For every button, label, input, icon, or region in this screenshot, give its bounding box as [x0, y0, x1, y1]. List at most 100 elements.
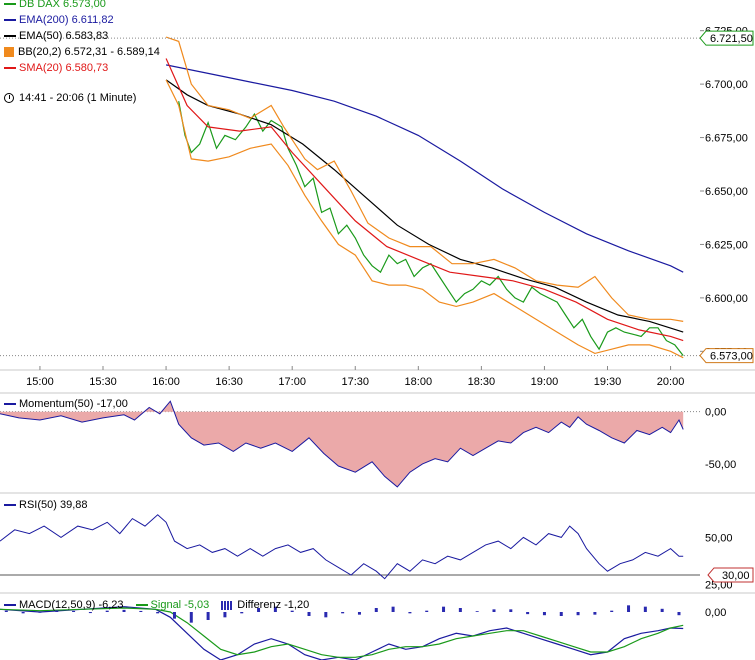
rsi-level-tag [707, 567, 754, 583]
series-bb-upper [165, 36, 684, 322]
x-tick-label: 19:00 [531, 376, 559, 388]
legend-period: 14:41 - 20:06 (1 Minute) [4, 90, 160, 106]
macd-diff-bar [475, 611, 479, 612]
macd-legend-item: MACD(12,50,9) -6,23 [4, 599, 124, 611]
macd-diff-bar [542, 612, 546, 616]
macd-diff-bar [357, 612, 361, 615]
macd-diff-bar [576, 612, 580, 616]
macd-diff-bar [55, 610, 59, 612]
diff-legend-item: Differenz -1,20 [221, 599, 309, 611]
macd-diff-bar [660, 608, 664, 612]
y-tick-label: 6.675,00 [705, 133, 748, 145]
macd-diff-bar [72, 610, 76, 612]
momentum-swatch [4, 403, 16, 405]
legend-ema200-swatch [4, 19, 16, 21]
signal-label: Signal -5,03 [150, 599, 210, 611]
momentum-area [0, 401, 684, 487]
macd-diff-bar [677, 612, 681, 616]
y-tick-label: -50,00 [705, 459, 736, 471]
macd-legend: MACD(12,50,9) -6,23 Signal -5,03 Differe… [4, 599, 321, 611]
legend-bb-swatch [4, 47, 14, 57]
bar-chart-icon [221, 600, 234, 610]
macd-diff-bar [105, 610, 109, 612]
legend-ema50-label: EMA(50) 6.583,83 [19, 30, 109, 42]
macd-diff-bar [139, 610, 143, 612]
legend-period-label: 14:41 - 20:06 (1 Minute) [19, 92, 137, 104]
macd-diff-bar [223, 612, 227, 618]
x-tick-label: 16:00 [152, 376, 180, 388]
momentum-line [0, 400, 684, 488]
y-tick-label: 50,00 [705, 532, 733, 544]
macd-diff-bar [643, 606, 647, 612]
macd-diff-bar [324, 612, 328, 618]
macd-diff-bar [458, 608, 462, 612]
x-tick-label: 17:30 [341, 376, 369, 388]
macd-diff-bar [88, 612, 92, 614]
legend-sma20: SMA(20) 6.580,73 [4, 60, 160, 76]
legend-ema50: EMA(50) 6.583,83 [4, 28, 160, 44]
rsi-label: RSI(50) 39,88 [19, 499, 88, 511]
series-bb-lower [165, 79, 684, 359]
rsi-line [0, 514, 684, 580]
macd-diff-bar [425, 610, 429, 612]
y-tick-label: 0,00 [705, 407, 726, 419]
macd-diff-bar [526, 612, 530, 615]
y-tick-label: 6.625,00 [705, 239, 748, 251]
macd-diff-bar [627, 605, 631, 612]
macd-diff-bar [610, 610, 614, 612]
macd-swatch [4, 604, 16, 606]
macd-diff-bar [21, 612, 25, 614]
price-marker-tag [699, 348, 754, 364]
clock-icon [4, 93, 14, 103]
signal-legend-item: Signal -5,03 [135, 599, 210, 611]
macd-diff-bar [189, 612, 193, 623]
macd-diff-bar [559, 612, 563, 616]
diff-label: Differenz -1,20 [237, 599, 310, 611]
legend-ema50-swatch [4, 35, 16, 37]
y-tick-label: 6.700,00 [705, 79, 748, 91]
macd-diff-bar [509, 609, 513, 612]
macd-diff-bar [206, 612, 210, 620]
rsi-level-label: 30,00 [722, 570, 750, 582]
legend-price: DB DAX 6.573,00 [4, 0, 160, 12]
y-tick-label: 6.600,00 [705, 293, 748, 305]
macd-diff-bar [341, 612, 345, 614]
macd-diff-bar [374, 608, 378, 612]
price-marker-label: 6.573,00 [710, 351, 753, 363]
legend-sma20-swatch [4, 67, 16, 69]
x-tick-label: 18:30 [468, 376, 496, 388]
series-sma-20- [165, 58, 684, 342]
macd-diff-bar [38, 612, 42, 613]
y-tick-label: 0,00 [705, 607, 726, 619]
price-marker-label: 6.721,50 [710, 33, 753, 45]
macd-diff-bar [273, 606, 277, 612]
x-tick-label: 15:30 [89, 376, 117, 388]
legend-ema200-label: EMA(200) 6.611,82 [19, 14, 114, 26]
series-db-dax [178, 101, 684, 356]
legend-sma20-label: SMA(20) 6.580,73 [19, 62, 109, 74]
macd-label: MACD(12,50,9) -6,23 [19, 599, 124, 611]
signal-swatch [135, 604, 148, 606]
macd-signal [0, 607, 684, 658]
x-tick-label: 18:00 [405, 376, 433, 388]
macd-diff-bar [122, 609, 126, 612]
macd-diff-bar [156, 612, 160, 614]
macd-diff-bar [307, 612, 311, 616]
macd-diff-bar [408, 612, 412, 614]
legend-bb: BB(20,2) 6.572,31 - 6.589,14 [4, 44, 160, 60]
macd-diff-bar [593, 612, 597, 615]
macd-diff-bar [172, 612, 176, 619]
x-tick-label: 19:30 [594, 376, 622, 388]
series-ema-50- [165, 79, 684, 333]
macd-diff-bar [4, 610, 8, 612]
legend-price-label: DB DAX 6.573,00 [19, 0, 106, 10]
price-marker-tag [699, 30, 754, 46]
macd-macd-12-50-9- [0, 606, 684, 660]
macd-diff-bar [290, 610, 294, 612]
rsi-legend: RSI(50) 39,88 [4, 499, 87, 511]
macd-diff-bar [240, 612, 244, 614]
x-tick-label: 16:30 [215, 376, 243, 388]
macd-diff-bar [492, 609, 496, 612]
